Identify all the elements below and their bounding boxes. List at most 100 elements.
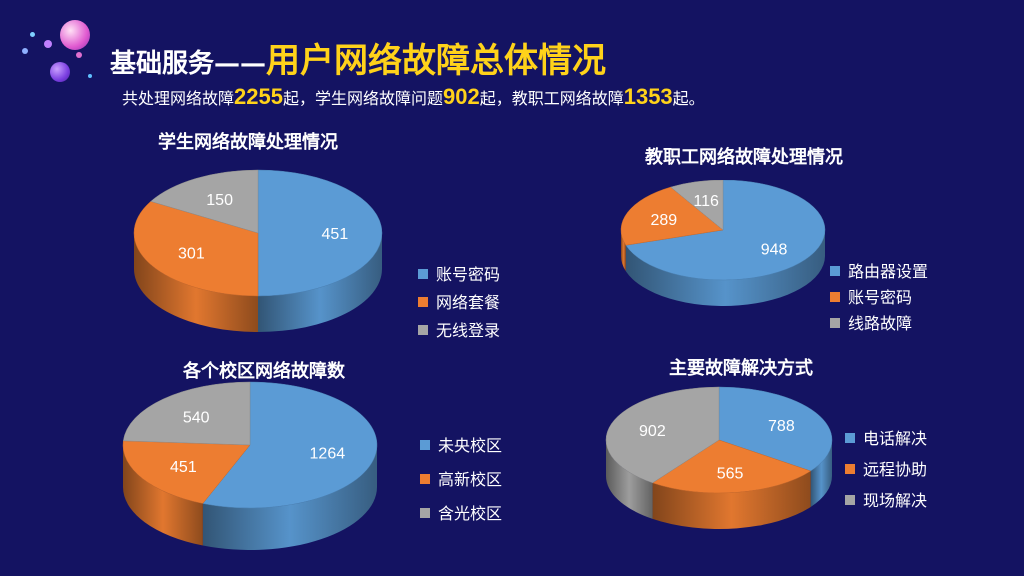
pie-slice-含光校区 xyxy=(122,381,251,446)
summary-staff-number: 1353 xyxy=(623,84,673,109)
pie-sides xyxy=(621,230,825,306)
pie-slice-side xyxy=(621,230,626,272)
legend-staff: 路由器设置 账号密码 线路故障 xyxy=(830,258,928,336)
pie-slice-side xyxy=(123,445,203,546)
summary-text: 起，教职工网络故障 xyxy=(479,89,624,108)
legend-label: 线路故障 xyxy=(848,314,913,333)
chart-title-student: 学生网络故障处理情况 xyxy=(158,132,338,153)
pie-slice-side xyxy=(810,440,832,508)
legend-item: 含光校区 xyxy=(420,500,502,534)
title-main: 用户网络故障总体情况 xyxy=(266,41,607,81)
legend-item: 账号密码 xyxy=(830,284,928,310)
legend-swatch xyxy=(830,292,840,302)
pie-data-label: 1264 xyxy=(310,445,346,462)
pie-slice-账号密码 xyxy=(257,169,383,297)
pie-chart-resolution: 788 565 902 xyxy=(605,386,833,529)
legend-label: 路由器设置 xyxy=(848,262,929,281)
legend-swatch xyxy=(418,325,428,335)
legend-item: 线路故障 xyxy=(830,310,928,336)
legend-item: 路由器设置 xyxy=(830,258,928,284)
pie-slice-side xyxy=(258,233,382,332)
pie-data-label: 565 xyxy=(717,465,744,482)
legend-label: 账号密码 xyxy=(436,265,501,284)
pie-top xyxy=(605,386,833,494)
pie-data-label: 116 xyxy=(693,193,719,210)
pie-chart-campus: 1264 451 540 xyxy=(122,381,378,550)
legend-label: 未央校区 xyxy=(438,436,503,455)
pie-sides xyxy=(134,233,382,332)
pie-slice-side xyxy=(652,471,811,529)
pie-data-label: 289 xyxy=(650,212,677,229)
legend-label: 远程协助 xyxy=(863,460,928,479)
summary-text: 起，学生网络故障问题 xyxy=(282,89,443,108)
legend-item: 未央校区 xyxy=(420,432,502,466)
summary-total-number: 2255 xyxy=(234,84,283,109)
legend-resolution: 电话解决 远程协助 现场解决 xyxy=(845,425,927,518)
legend-item: 高新校区 xyxy=(420,466,502,500)
legend-swatch xyxy=(420,440,430,450)
decorative-bubble-small xyxy=(30,32,35,37)
pie-slice-未央校区 xyxy=(202,381,378,509)
summary-text: 起。 xyxy=(672,89,705,108)
legend-swatch xyxy=(418,269,428,279)
pie-slice-高新校区 xyxy=(122,440,251,504)
legend-swatch xyxy=(845,495,855,505)
pie-data-label: 540 xyxy=(183,409,210,426)
pie-slice-现场解决 xyxy=(605,386,720,484)
chart-title-staff: 教职工网络故障处理情况 xyxy=(645,147,843,168)
pie-data-label: 301 xyxy=(178,245,205,262)
legend-swatch xyxy=(830,266,840,276)
legend-item: 账号密码 xyxy=(418,261,500,289)
legend-label: 电话解决 xyxy=(863,429,928,448)
legend-label: 网络套餐 xyxy=(436,293,501,312)
legend-label: 高新校区 xyxy=(438,470,503,489)
decorative-bubble-medium xyxy=(50,62,70,82)
pie-slice-无线登录 xyxy=(150,169,259,234)
pie-slice-side xyxy=(134,233,258,332)
legend-swatch xyxy=(420,508,430,518)
pie-slice-side xyxy=(606,440,653,519)
pie-slice-账号密码 xyxy=(620,186,724,246)
legend-campus: 未央校区 高新校区 含光校区 xyxy=(420,432,502,534)
chart-title-campus: 各个校区网络故障数 xyxy=(183,361,345,382)
legend-swatch xyxy=(845,464,855,474)
legend-label: 现场解决 xyxy=(863,491,928,510)
decorative-bubble-small xyxy=(44,40,52,48)
decorative-bubble-small xyxy=(22,48,28,54)
summary-line: 共处理网络故障2255起，学生网络故障问题902起，教职工网络故障1353起。 xyxy=(122,84,705,110)
title-prefix: 基础服务—— xyxy=(110,49,267,79)
chart-title-resolution: 主要故障解决方式 xyxy=(669,358,813,379)
pie-slice-side xyxy=(202,445,377,550)
pie-chart-staff: 948 289 116 xyxy=(620,180,826,306)
legend-label: 含光校区 xyxy=(438,504,503,523)
legend-item: 现场解决 xyxy=(845,487,927,518)
pie-top xyxy=(620,180,826,281)
legend-item: 电话解决 xyxy=(845,425,927,456)
legend-student: 账号密码 网络套餐 无线登录 xyxy=(418,261,500,345)
pie-top xyxy=(133,169,383,297)
pie-chart-student: 451 301 150 xyxy=(133,169,383,332)
legend-label: 无线登录 xyxy=(436,321,501,340)
legend-item: 远程协助 xyxy=(845,456,927,487)
pie-slice-电话解决 xyxy=(718,386,833,472)
pie-data-label: 451 xyxy=(322,226,349,243)
pie-slice-线路故障 xyxy=(670,180,724,231)
pie-slice-网络套餐 xyxy=(133,201,259,297)
decorative-bubble-small xyxy=(76,52,82,58)
pie-data-label: 150 xyxy=(206,192,233,209)
legend-item: 网络套餐 xyxy=(418,289,500,317)
decorative-bubble-small xyxy=(88,74,92,78)
pie-data-label: 788 xyxy=(768,418,795,435)
legend-item: 无线登录 xyxy=(418,317,500,345)
pie-sides xyxy=(606,440,832,529)
pie-top xyxy=(122,381,378,509)
legend-swatch xyxy=(418,297,428,307)
summary-text: 共处理网络故障 xyxy=(122,89,235,108)
pie-data-label: 902 xyxy=(639,423,666,440)
page-title: 基础服务——用户网络故障总体情况 xyxy=(110,33,606,82)
pie-data-label: 451 xyxy=(170,459,197,476)
summary-student-number: 902 xyxy=(442,84,480,109)
pie-slice-路由器设置 xyxy=(625,180,826,281)
pie-data-label: 948 xyxy=(761,241,788,258)
